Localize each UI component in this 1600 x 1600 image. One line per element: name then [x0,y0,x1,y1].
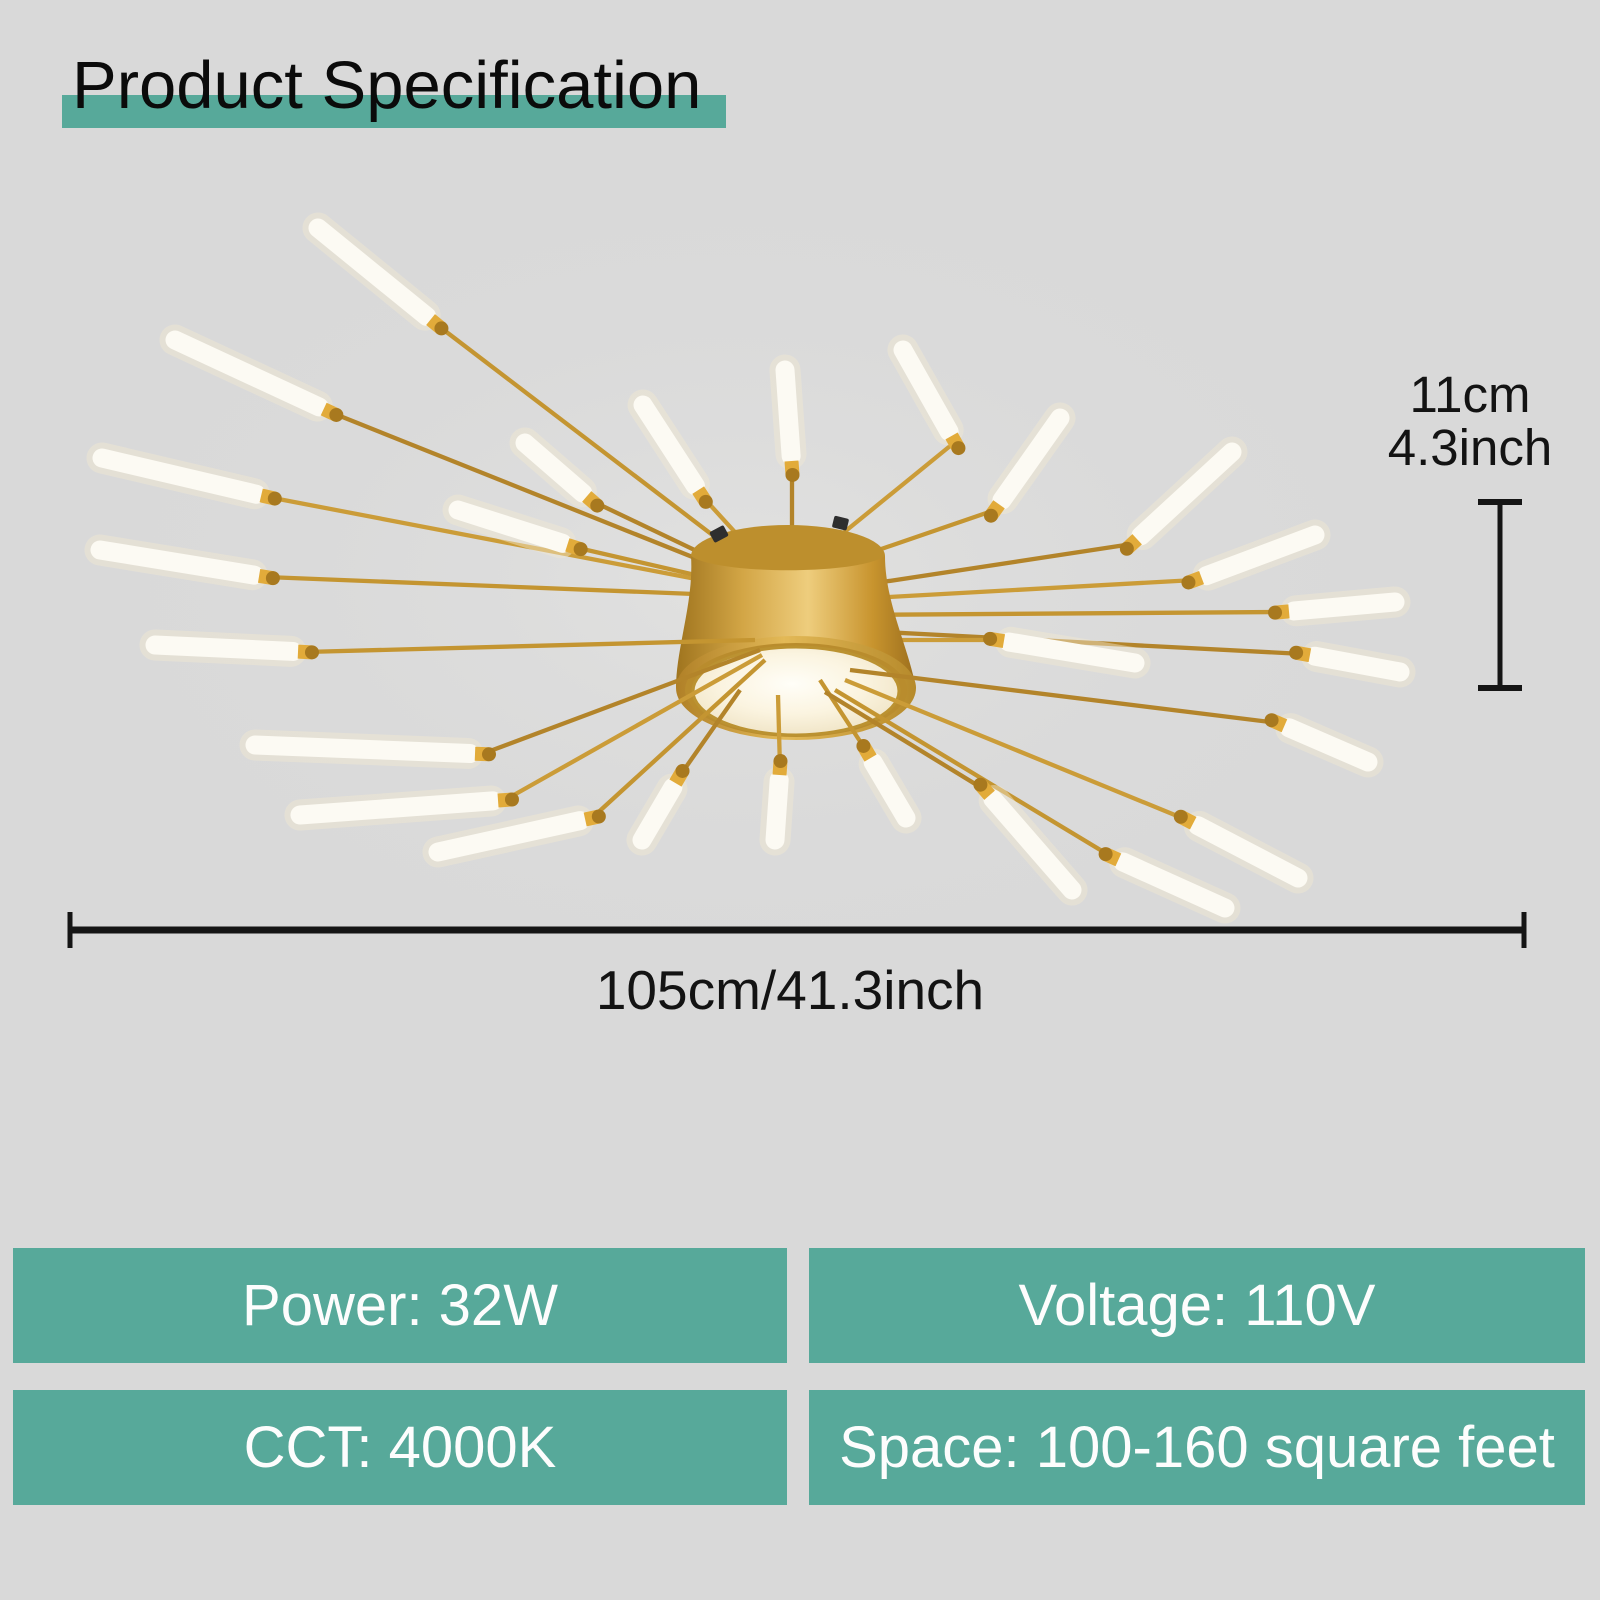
page-title: Product Specification [72,48,702,123]
spec-box-cct: CCT: 4000K [13,1390,787,1505]
spec-space-text: Space: 100-160 square feet [839,1415,1555,1480]
lamp-rods-front [304,637,1279,859]
height-dimension-line [1478,499,1522,691]
spec-box-voltage: Voltage: 110V [809,1248,1585,1363]
spec-power-text: Power: 32W [242,1273,558,1338]
spec-box-power: Power: 32W [13,1248,787,1363]
dimension-lines [67,499,1527,948]
title-highlight-bar [62,95,726,128]
height-imperial-label: 4.3inch [1387,419,1553,477]
spec-box-space: Space: 100-160 square feet [809,1390,1585,1505]
spec-voltage-text: Voltage: 110V [1018,1273,1376,1338]
mounting-clip [832,515,849,531]
spec-cct-text: CCT: 4000K [243,1415,557,1480]
led-panel [691,645,901,737]
width-dimension-label: 105cm/41.3inch [595,959,985,1021]
mounting-clip [709,525,729,543]
height-dimension-label: 11cm 4.3inch [1350,368,1590,474]
lamp-canopy [676,515,916,740]
lamp-led-tubes [84,212,1416,924]
width-dimension-line [67,912,1527,948]
height-metric-label: 11cm [1409,366,1531,423]
